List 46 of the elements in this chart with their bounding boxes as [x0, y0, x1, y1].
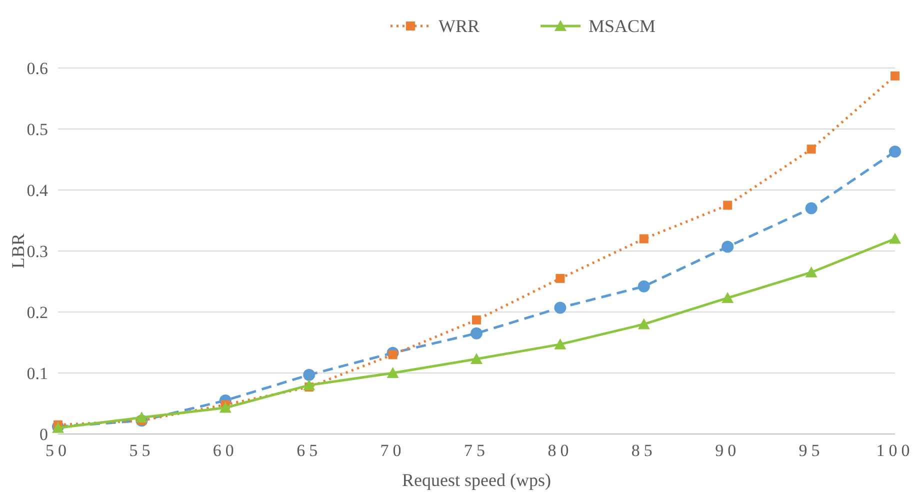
point	[470, 352, 482, 364]
point	[303, 368, 316, 381]
x-tick-label: 100	[876, 441, 914, 460]
point	[805, 266, 818, 278]
x-tick-label: 70	[380, 441, 406, 460]
legend-label: MSACM	[588, 16, 656, 36]
x-tick-label: 75	[464, 441, 489, 460]
point	[303, 379, 316, 390]
legend-label: WRR	[438, 16, 480, 36]
x-tick-label: 80	[548, 441, 573, 460]
y-tick-label: 0.6	[26, 59, 48, 78]
x-tick-label: 95	[798, 441, 824, 460]
x-tick-label: 50	[46, 441, 70, 460]
point	[219, 402, 232, 413]
point	[722, 292, 734, 303]
point	[639, 234, 648, 244]
point	[470, 327, 482, 340]
point	[722, 240, 734, 253]
point	[890, 71, 900, 80]
x-tick-label: 65	[296, 441, 322, 460]
x-tick-label: 85	[631, 441, 656, 460]
point	[638, 280, 650, 292]
point	[889, 232, 901, 244]
point	[889, 146, 901, 158]
point	[554, 338, 566, 350]
y-tick-label: 0.2	[26, 303, 48, 322]
point	[388, 350, 398, 360]
x-tick-label: 90	[715, 441, 740, 460]
point	[556, 274, 565, 283]
y-tick-label: 0.3	[26, 242, 48, 261]
y-tick-label: 0	[40, 425, 48, 444]
point	[805, 202, 818, 214]
point	[136, 412, 148, 423]
point	[638, 318, 650, 330]
x-tick-label: 55	[129, 441, 154, 460]
y-tick-label: 0.4	[26, 181, 48, 200]
x-tick-label: 60	[212, 441, 238, 460]
point	[472, 315, 481, 324]
point	[723, 200, 732, 210]
y-tick-label: 0.5	[26, 120, 48, 139]
point	[386, 367, 399, 378]
point	[554, 302, 566, 314]
y-tick-label: 0.1	[26, 364, 48, 383]
point	[806, 144, 816, 154]
x-axis-title: Request speed (wps)	[402, 470, 551, 490]
y-axis-title: LBR	[8, 233, 28, 269]
